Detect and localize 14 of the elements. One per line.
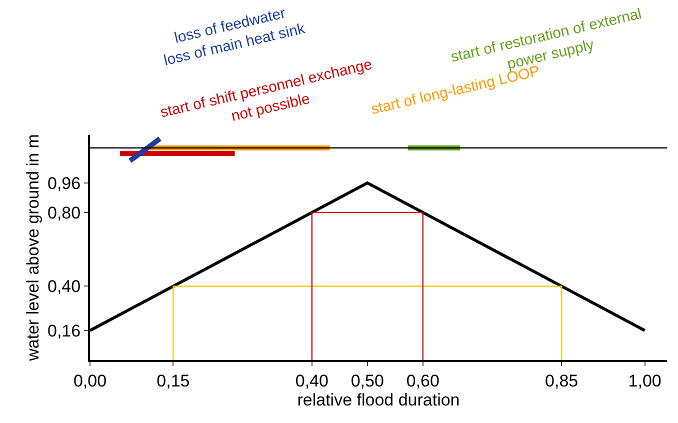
x-tick-label: 1,00 <box>628 371 662 390</box>
x-tick-label: 0,85 <box>545 371 578 390</box>
x-tick-label: 0,60 <box>406 371 440 390</box>
x-tick-label: 0,00 <box>73 371 107 390</box>
y-tick-label: 0,96 <box>48 174 81 193</box>
y-tick-label: 0,16 <box>48 321 81 340</box>
y-axis-title: water level above ground in m <box>24 134 43 362</box>
text: loss of feedwater loss of main heat sink <box>162 4 308 70</box>
x-tick-label: 0,50 <box>350 371 384 390</box>
x-axis-title: relative flood duration <box>297 390 460 410</box>
x-tick-label: 0,15 <box>156 371 190 390</box>
x-tick-label: 0,40 <box>295 371 328 390</box>
y-tick-label: 0,80 <box>48 203 81 222</box>
y-tick-label: 0,40 <box>48 277 81 296</box>
